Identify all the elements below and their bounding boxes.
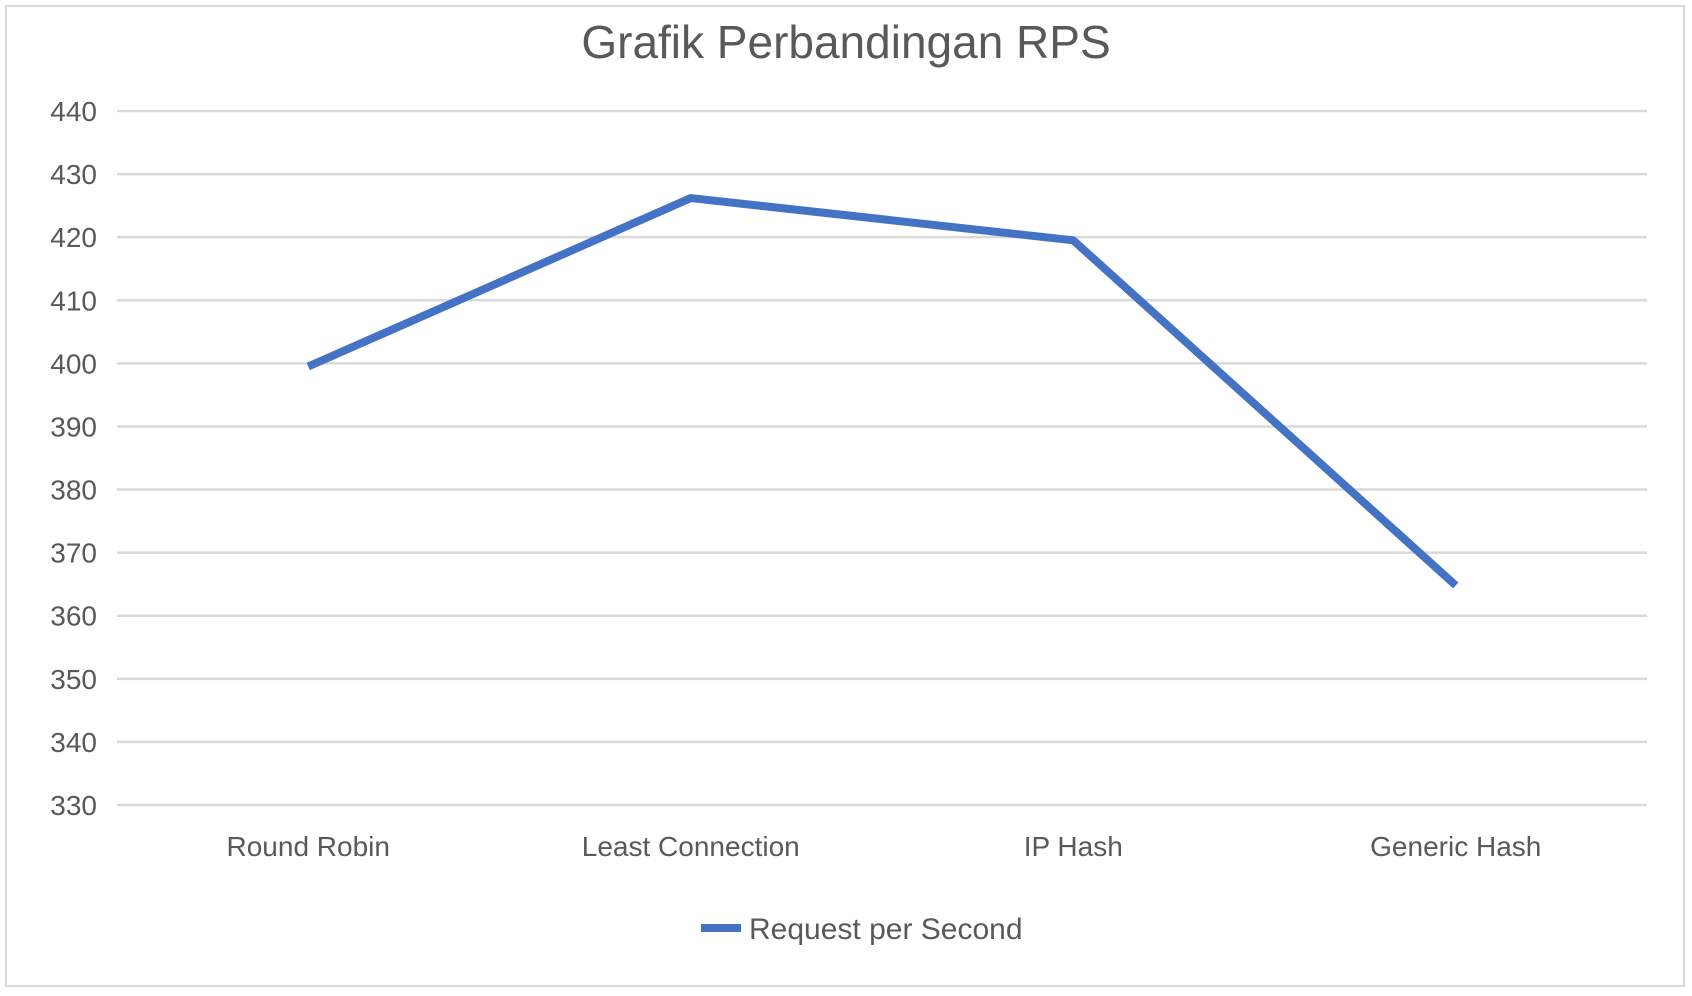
series-line [306,194,1459,589]
y-tick-label: 370 [50,538,97,569]
chart-title: Grafik Perbandingan RPS [581,16,1110,68]
gridlines [117,109,1647,807]
y-tick-label: 360 [50,601,97,632]
y-tick-label: 400 [50,348,97,379]
y-tick-label: 430 [50,159,97,190]
y-tick-label: 420 [50,222,97,253]
y-tick-label: 390 [50,411,97,442]
y-tick-label: 410 [50,285,97,316]
x-tick-label: IP Hash [1024,831,1123,862]
legend-label: Request per Second [749,913,1023,946]
series-lines [306,194,1459,589]
y-tick-label: 350 [50,664,97,695]
y-tick-label: 340 [50,727,97,758]
chart-frame [5,5,1685,987]
y-tick-label: 380 [50,475,97,506]
x-tick-label: Least Connection [582,831,800,862]
y-tick-label: 440 [50,96,97,127]
y-tick-label: 330 [50,790,97,821]
x-axis-ticks: Round Robin Least Connection IP Hash Generi… [227,831,1542,862]
x-tick-label: Round Robin [227,831,390,862]
x-tick-label: Generic Hash [1370,831,1541,862]
legend: Request per Second [701,913,1023,946]
y-axis-ticks: 440 430 420 410 400 390 380 370 360 350 340 330 [50,96,97,821]
